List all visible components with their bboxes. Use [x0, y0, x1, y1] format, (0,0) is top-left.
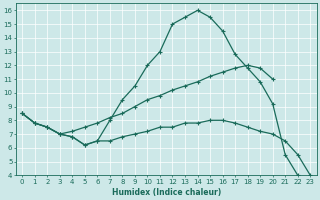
X-axis label: Humidex (Indice chaleur): Humidex (Indice chaleur): [112, 188, 221, 197]
